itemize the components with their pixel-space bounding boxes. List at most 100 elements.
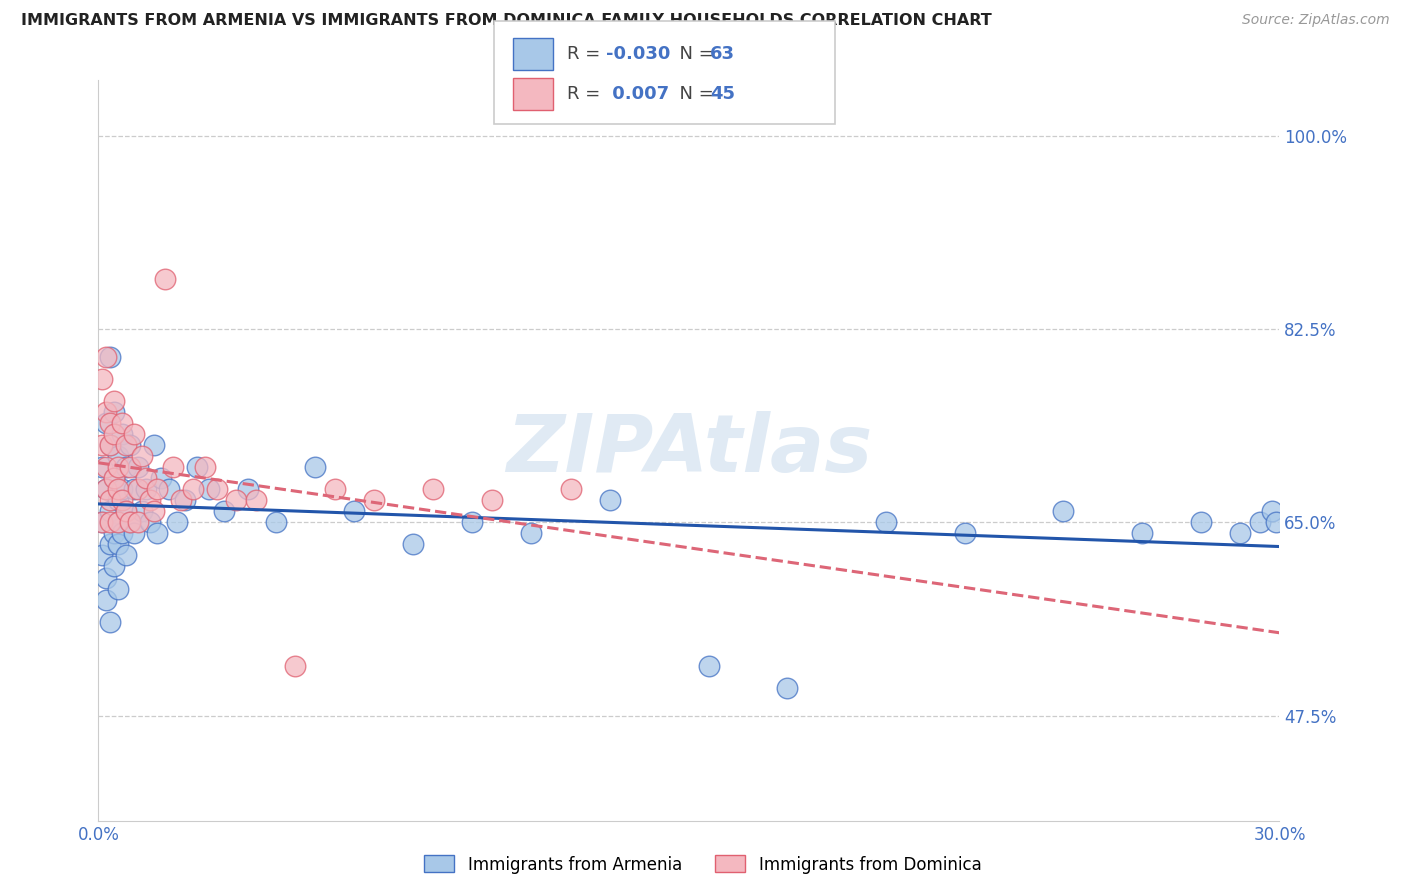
Point (98, 416, 121, 430)
Text: N =: N = (668, 85, 720, 103)
Point (264, 516, 287, 530)
Point (284, 659, 307, 673)
Point (422, 482, 444, 496)
Point (122, 482, 145, 496)
Point (157, 482, 180, 496)
Point (98, 504, 121, 518)
Point (107, 482, 129, 496)
Point (98, 350, 121, 364)
Point (776, 681, 799, 695)
Point (162, 460, 184, 475)
Point (1264, 516, 1286, 530)
Text: 0.007: 0.007 (606, 85, 669, 103)
Point (135, 482, 157, 496)
Text: 63: 63 (710, 45, 735, 63)
Point (118, 516, 141, 530)
Point (96, 482, 118, 496)
Point (1130, 526, 1153, 541)
Point (170, 493, 193, 508)
Point (245, 493, 267, 508)
Point (96, 592, 118, 607)
Point (131, 449, 153, 463)
Point (91, 516, 114, 530)
Point (146, 482, 169, 496)
Point (91, 371, 114, 385)
Point (91, 438, 114, 452)
Point (875, 516, 897, 530)
Point (194, 460, 217, 475)
Point (343, 504, 366, 518)
Point (98, 615, 121, 629)
Point (122, 426, 145, 441)
Point (1052, 504, 1074, 518)
Point (142, 438, 165, 452)
Point (98, 493, 121, 508)
Point (111, 493, 134, 508)
Point (697, 659, 720, 673)
Point (323, 482, 346, 496)
Point (174, 493, 197, 508)
Point (481, 493, 503, 508)
Point (197, 482, 219, 496)
Point (461, 516, 484, 530)
Point (142, 504, 165, 518)
Point (181, 482, 204, 496)
Point (115, 460, 138, 475)
Point (96, 482, 118, 496)
Point (186, 460, 208, 475)
Text: ZIPAtlas: ZIPAtlas (506, 411, 872, 490)
Point (103, 471, 125, 485)
Point (236, 482, 259, 496)
Text: Source: ZipAtlas.com: Source: ZipAtlas.com (1241, 13, 1389, 28)
Point (1229, 526, 1251, 541)
Point (91, 549, 114, 563)
Point (107, 582, 129, 596)
Point (138, 493, 160, 508)
Point (103, 405, 125, 419)
Text: 45: 45 (710, 85, 735, 103)
Point (1249, 516, 1271, 530)
Point (1189, 516, 1212, 530)
Point (953, 526, 976, 541)
Point (98, 438, 121, 452)
Point (96, 416, 118, 430)
Point (111, 416, 134, 430)
Text: IMMIGRANTS FROM ARMENIA VS IMMIGRANTS FROM DOMINICA FAMILY HOUSEHOLDS CORRELATIO: IMMIGRANTS FROM ARMENIA VS IMMIGRANTS FR… (21, 13, 991, 29)
Point (122, 526, 145, 541)
Point (166, 516, 188, 530)
Text: -0.030: -0.030 (606, 45, 671, 63)
Point (363, 493, 385, 508)
Point (146, 526, 169, 541)
Point (96, 405, 118, 419)
Point (131, 504, 153, 518)
Point (402, 537, 425, 551)
Point (103, 471, 125, 485)
Point (103, 559, 125, 574)
Point (155, 272, 177, 286)
Point (107, 537, 129, 551)
Point (138, 516, 160, 530)
Point (115, 549, 138, 563)
Point (98, 516, 121, 530)
Point (98, 438, 121, 452)
Point (560, 482, 582, 496)
Point (205, 482, 228, 496)
Text: N =: N = (668, 45, 720, 63)
Point (111, 426, 134, 441)
Point (127, 482, 149, 496)
Point (127, 460, 149, 475)
Point (103, 526, 125, 541)
Point (103, 426, 125, 441)
Point (1260, 504, 1282, 518)
Point (107, 516, 129, 530)
Point (96, 460, 118, 475)
Point (115, 438, 138, 452)
Point (115, 504, 138, 518)
Point (91, 516, 114, 530)
Point (111, 482, 134, 496)
Point (150, 471, 173, 485)
Point (96, 570, 118, 584)
Text: R =: R = (567, 45, 606, 63)
Point (91, 460, 114, 475)
Point (118, 438, 141, 452)
